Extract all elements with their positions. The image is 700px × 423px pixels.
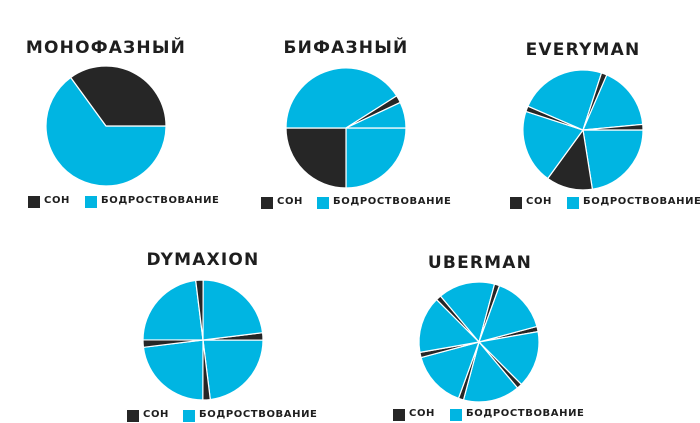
pie-slice-sleep-10 bbox=[478, 283, 501, 343]
legend-label-awake: БОДРОСТВОВАНИЕ bbox=[101, 195, 220, 206]
pie-slice-awake-0 bbox=[582, 129, 644, 190]
pie-slice-sleep-3 bbox=[345, 95, 401, 129]
pie-slice-sleep-7 bbox=[582, 123, 644, 131]
legend-swatch-sleep bbox=[28, 196, 40, 208]
pie-slice-sleep-5 bbox=[582, 72, 608, 131]
legend-swatch-awake bbox=[567, 197, 579, 209]
pie-slice-awake-9 bbox=[439, 281, 496, 343]
legend-label-sleep: СОН bbox=[277, 196, 304, 207]
pie-slice-sleep-6 bbox=[419, 341, 480, 359]
pie-slice-awake-6 bbox=[582, 74, 644, 131]
legend-swatch-sleep bbox=[393, 409, 405, 421]
pie-slice-sleep-2 bbox=[202, 339, 211, 401]
pie-slice-awake-7 bbox=[418, 298, 480, 353]
pie-slice-awake-7 bbox=[202, 279, 264, 341]
legend-label-awake: БОДРОСТВОВАНИЕ bbox=[583, 196, 700, 207]
legend-swatch-awake bbox=[85, 196, 97, 208]
legend-label-awake: БОДРОСТВОВАНИЕ bbox=[199, 409, 318, 420]
pie-slice-sleep-0 bbox=[478, 325, 539, 343]
pie-slice-sleep-0 bbox=[202, 332, 264, 341]
chart-title: МОНОФАЗНЫЙ bbox=[25, 38, 187, 58]
pie-slice-awake-0 bbox=[345, 127, 407, 189]
legend-label-sleep: СОН bbox=[143, 409, 170, 420]
pie-slice-awake-3 bbox=[462, 341, 519, 403]
pie-slice-awake-2 bbox=[522, 110, 584, 180]
pie-slice-awake-2 bbox=[285, 67, 398, 129]
legend-swatch-sleep bbox=[510, 197, 522, 209]
pie-slice-sleep-8 bbox=[435, 295, 480, 343]
pie-slice-sleep-6 bbox=[195, 279, 204, 341]
pie-slice-sleep-1 bbox=[70, 65, 167, 127]
chart-title: DYMAXION bbox=[146, 250, 260, 270]
legend-swatch-awake bbox=[317, 197, 329, 209]
legend-label-sleep: СОН bbox=[526, 196, 553, 207]
legend-label-awake: БОДРОСТВОВАНИЕ bbox=[466, 408, 585, 419]
legend-label-sleep: СОН bbox=[409, 408, 436, 419]
pie-slice-awake-3 bbox=[142, 339, 204, 401]
pie-slice-awake-5 bbox=[420, 341, 480, 399]
pie-slice-sleep-4 bbox=[142, 339, 204, 348]
legend-swatch-sleep bbox=[261, 197, 273, 209]
chart-title: БИФАЗНЫЙ bbox=[283, 38, 409, 58]
pie-slice-sleep-3 bbox=[525, 105, 584, 131]
pie-slice-sleep-1 bbox=[285, 127, 347, 189]
legend-label-sleep: СОН bbox=[44, 195, 71, 206]
pie-slice-awake-1 bbox=[202, 339, 264, 401]
pie-slice-awake-5 bbox=[142, 279, 204, 341]
legend-swatch-awake bbox=[183, 410, 195, 422]
pie-slice-sleep-4 bbox=[457, 341, 480, 401]
pie-slice-awake-0 bbox=[45, 76, 167, 187]
legend-label-awake: БОДРОСТВОВАНИЕ bbox=[333, 196, 452, 207]
pie-slice-awake-1 bbox=[478, 331, 540, 386]
chart-title: UBERMAN bbox=[427, 253, 533, 273]
pie-slice-awake-4 bbox=[345, 101, 407, 129]
legend-swatch-awake bbox=[450, 409, 462, 421]
pie-slice-awake-4 bbox=[527, 69, 603, 131]
legend-swatch-sleep bbox=[127, 410, 139, 422]
chart-title: EVERYMAN bbox=[525, 40, 641, 60]
pie-slice-sleep-2 bbox=[478, 341, 523, 389]
pie-slice-awake-11 bbox=[478, 285, 538, 343]
pie-slice-sleep-1 bbox=[547, 129, 593, 191]
